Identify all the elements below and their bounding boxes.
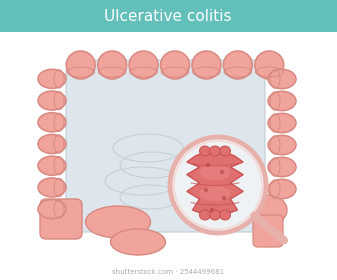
Circle shape bbox=[210, 208, 214, 212]
Circle shape bbox=[251, 212, 259, 220]
Ellipse shape bbox=[200, 165, 231, 180]
Circle shape bbox=[206, 163, 210, 167]
Ellipse shape bbox=[268, 113, 296, 133]
Ellipse shape bbox=[200, 146, 211, 156]
Ellipse shape bbox=[38, 69, 66, 88]
Text: shutterstock.com · 2544499681: shutterstock.com · 2544499681 bbox=[112, 269, 224, 275]
Ellipse shape bbox=[38, 134, 66, 153]
FancyBboxPatch shape bbox=[40, 199, 82, 239]
Ellipse shape bbox=[255, 51, 284, 79]
Ellipse shape bbox=[66, 51, 95, 79]
Ellipse shape bbox=[38, 156, 66, 175]
Ellipse shape bbox=[268, 179, 296, 199]
FancyBboxPatch shape bbox=[0, 0, 337, 32]
Ellipse shape bbox=[86, 206, 151, 238]
FancyBboxPatch shape bbox=[253, 215, 283, 247]
Circle shape bbox=[220, 170, 224, 174]
Ellipse shape bbox=[210, 146, 220, 156]
Ellipse shape bbox=[200, 186, 231, 201]
Circle shape bbox=[204, 188, 208, 192]
Circle shape bbox=[222, 196, 226, 200]
Ellipse shape bbox=[38, 200, 66, 219]
Ellipse shape bbox=[249, 195, 287, 225]
FancyBboxPatch shape bbox=[66, 60, 265, 232]
Ellipse shape bbox=[38, 113, 66, 132]
Ellipse shape bbox=[38, 91, 66, 110]
Ellipse shape bbox=[160, 51, 189, 79]
Polygon shape bbox=[187, 148, 243, 218]
Ellipse shape bbox=[111, 229, 165, 255]
Text: Ulcerative colitis: Ulcerative colitis bbox=[104, 8, 232, 24]
Ellipse shape bbox=[192, 51, 221, 79]
Ellipse shape bbox=[268, 157, 296, 177]
Ellipse shape bbox=[219, 146, 231, 156]
Ellipse shape bbox=[268, 91, 296, 111]
Ellipse shape bbox=[98, 51, 127, 79]
Ellipse shape bbox=[219, 210, 231, 220]
Circle shape bbox=[170, 137, 266, 233]
Ellipse shape bbox=[223, 51, 252, 79]
Ellipse shape bbox=[210, 210, 220, 220]
Ellipse shape bbox=[38, 178, 66, 197]
Ellipse shape bbox=[268, 69, 296, 89]
Ellipse shape bbox=[200, 210, 211, 220]
Ellipse shape bbox=[268, 135, 296, 155]
Ellipse shape bbox=[129, 51, 158, 79]
